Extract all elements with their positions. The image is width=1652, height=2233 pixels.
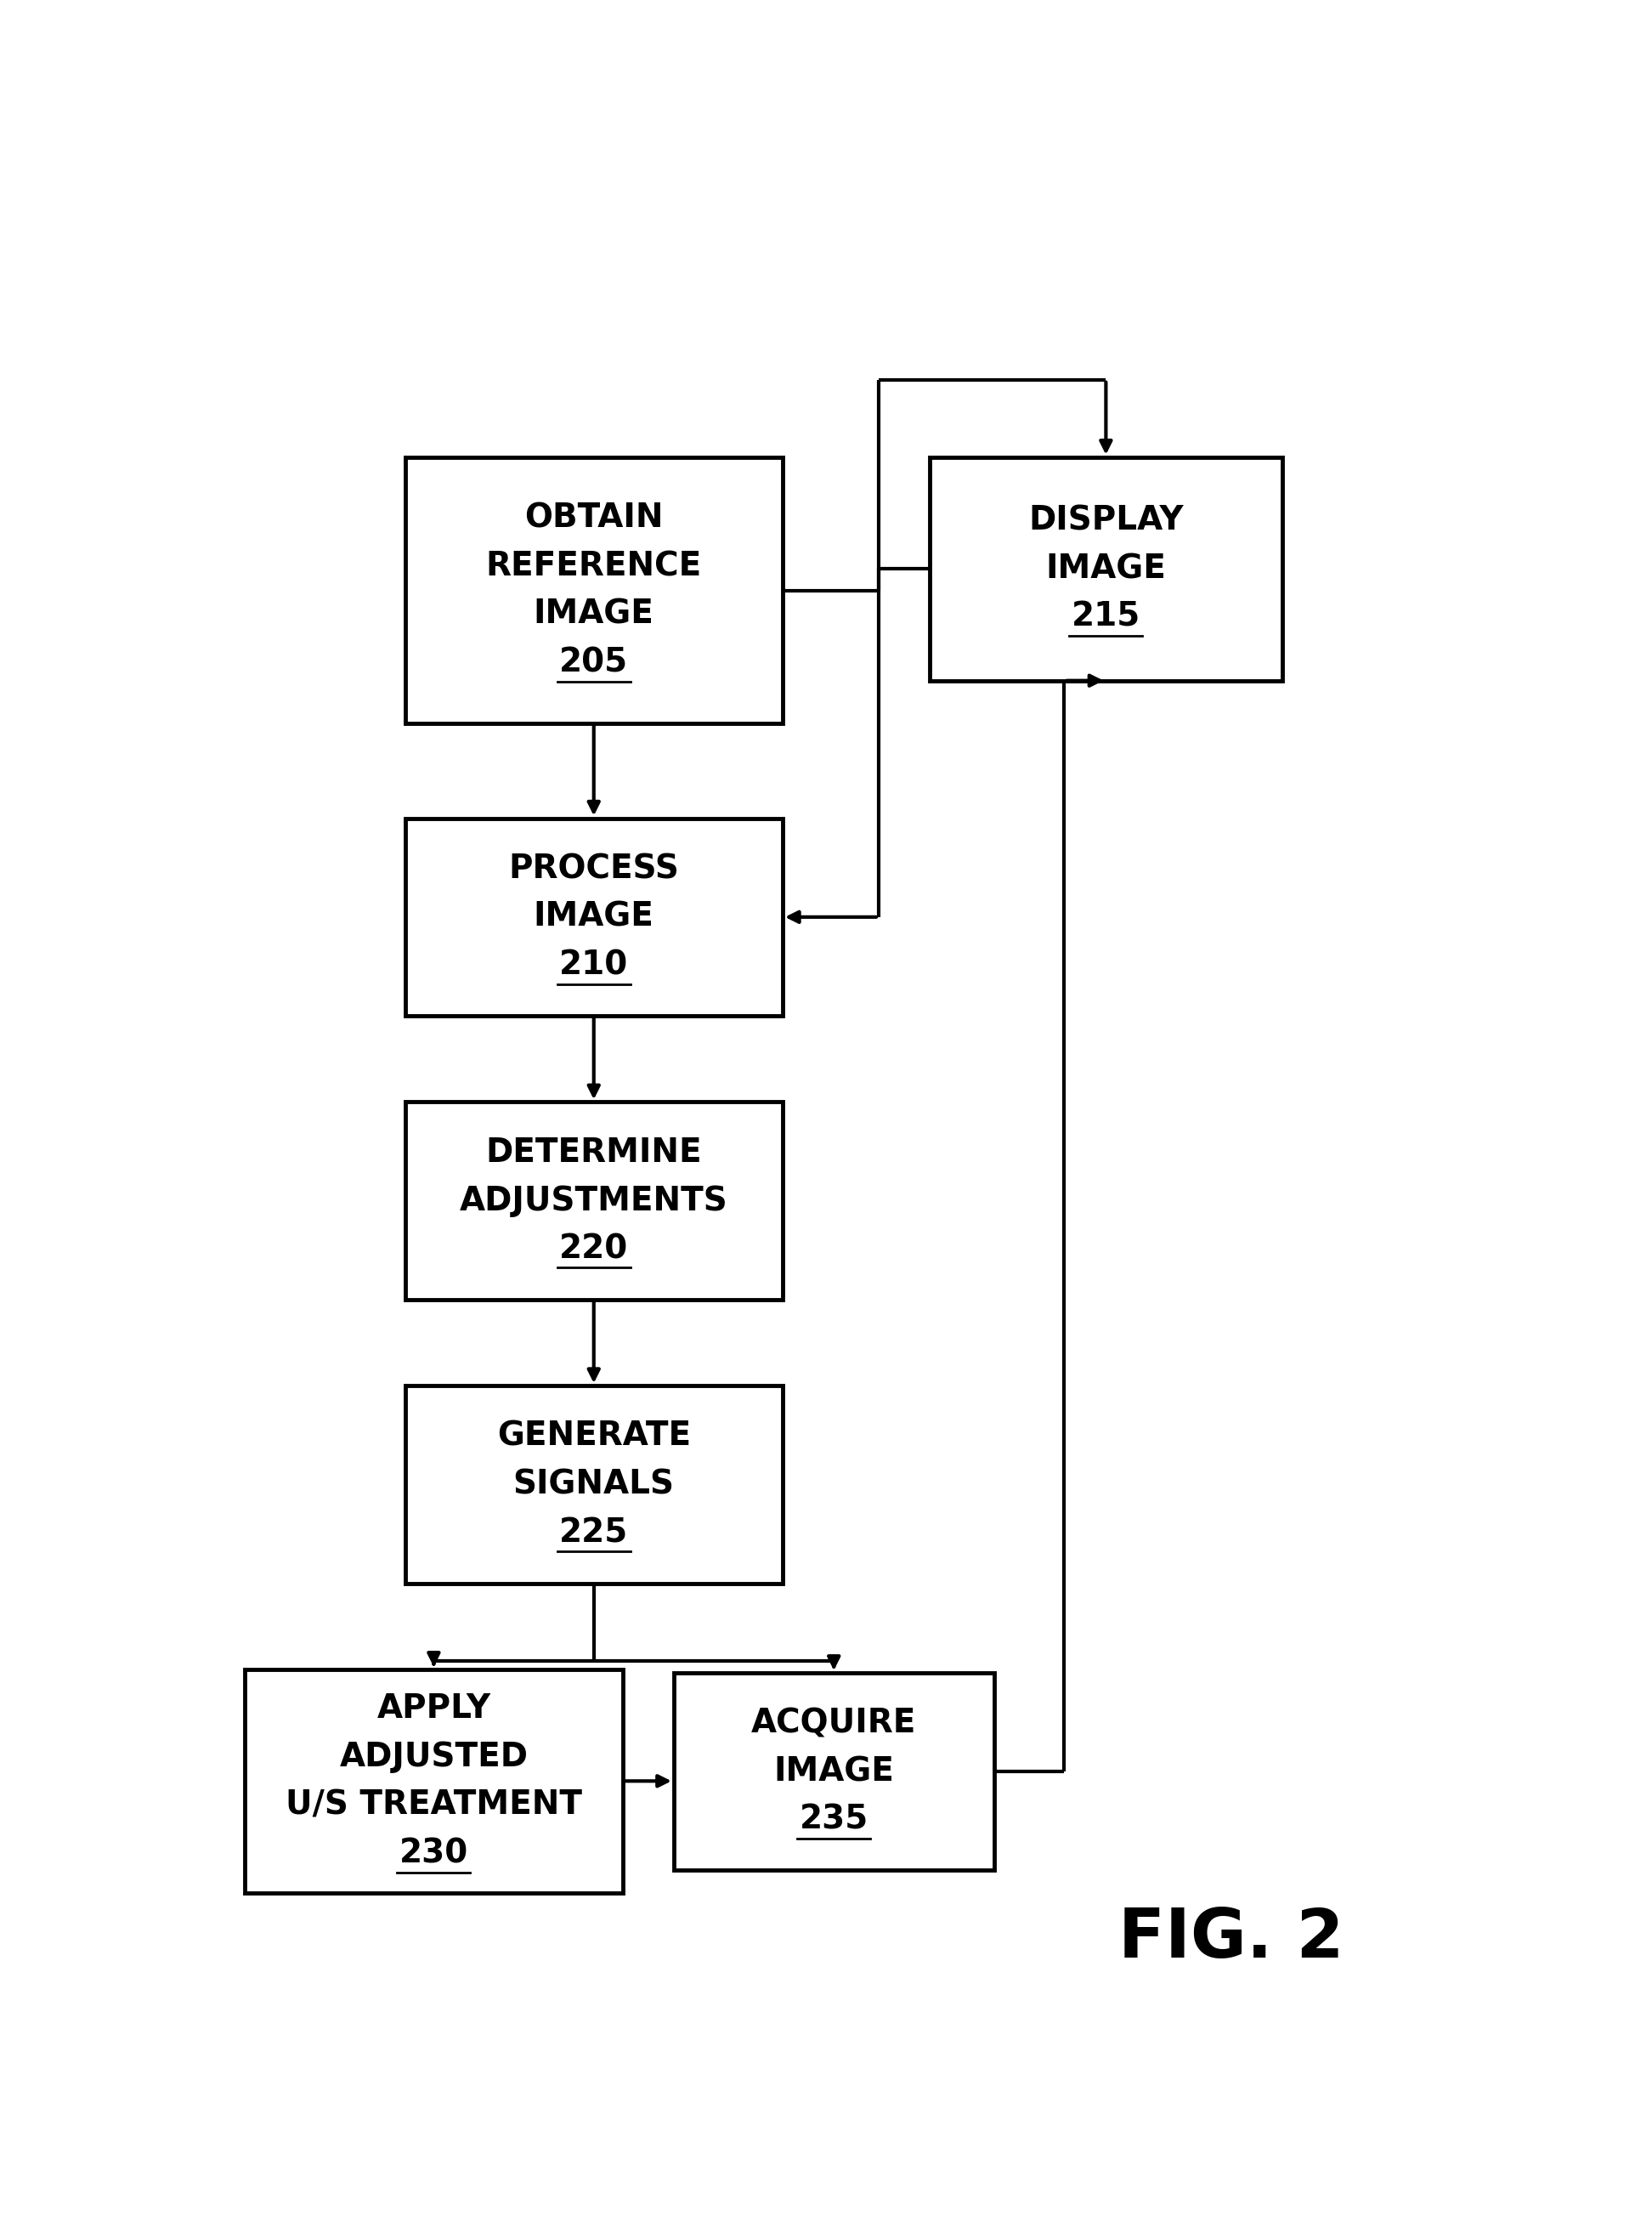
Text: U/S TREATMENT: U/S TREATMENT	[286, 1789, 582, 1822]
Bar	[405, 817, 783, 1016]
Text: 230: 230	[400, 1838, 468, 1869]
Text: ADJUSTED: ADJUSTED	[339, 1742, 529, 1773]
Text: ACQUIRE: ACQUIRE	[752, 1708, 917, 1740]
Bar	[674, 1673, 995, 1871]
Text: DISPLAY: DISPLAY	[1028, 505, 1183, 536]
Text: 205: 205	[560, 645, 628, 679]
Text: IMAGE: IMAGE	[773, 1755, 894, 1789]
Text: ADJUSTMENTS: ADJUSTMENTS	[459, 1183, 729, 1217]
Text: 220: 220	[560, 1233, 628, 1266]
Text: 235: 235	[800, 1804, 869, 1836]
Text: IMAGE: IMAGE	[534, 598, 654, 630]
Text: GENERATE: GENERATE	[497, 1420, 691, 1451]
Text: OBTAIN: OBTAIN	[524, 502, 662, 534]
Bar	[405, 1101, 783, 1300]
Bar	[405, 1384, 783, 1583]
Text: 225: 225	[560, 1516, 628, 1550]
Text: PROCESS: PROCESS	[509, 853, 679, 884]
Text: IMAGE: IMAGE	[534, 900, 654, 933]
Text: 210: 210	[560, 949, 628, 980]
Bar	[244, 1670, 623, 1894]
Text: 215: 215	[1072, 601, 1140, 634]
Bar	[930, 458, 1282, 681]
Text: DETERMINE: DETERMINE	[486, 1137, 702, 1168]
Text: APPLY: APPLY	[377, 1693, 491, 1724]
Text: REFERENCE: REFERENCE	[486, 549, 702, 583]
Text: SIGNALS: SIGNALS	[514, 1469, 674, 1501]
Text: FIG. 2: FIG. 2	[1118, 1907, 1343, 1972]
Bar	[405, 458, 783, 723]
Text: IMAGE: IMAGE	[1046, 554, 1166, 585]
